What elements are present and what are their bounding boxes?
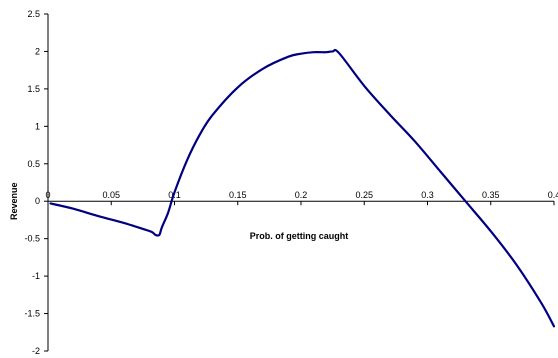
- series-layer: [49, 48, 556, 328]
- x-tick-label: 0.35: [482, 190, 500, 200]
- y-axis-ticks: -2 -1.5 -1 -0.5 0 0.5 1 1.5 2 2.5: [24, 9, 48, 356]
- y-tick-label: 1.5: [27, 84, 40, 94]
- y-tick-label: -2: [32, 346, 40, 356]
- y-tick-label: 0: [35, 196, 40, 206]
- y-axis-title: Revenue: [9, 182, 19, 220]
- x-tick-label: 0.05: [102, 190, 120, 200]
- x-tick-label: 0.15: [229, 190, 247, 200]
- y-tick-label: 2: [35, 46, 40, 56]
- x-tick-label: 0.3: [421, 190, 434, 200]
- y-tick-label: -1: [32, 271, 40, 281]
- y-tick-label: -0.5: [24, 234, 40, 244]
- x-tick-label: 0.4: [548, 190, 558, 200]
- y-tick-label: 0.5: [27, 159, 40, 169]
- y-tick-label: 2.5: [27, 9, 40, 19]
- series-line: [49, 48, 556, 328]
- x-tick-label: 0.25: [355, 190, 373, 200]
- x-axis-title: Prob. of getting caught: [250, 231, 349, 241]
- x-axis-ticks: 00.050.10.150.20.250.30.350.4: [45, 190, 558, 206]
- y-tick-label: -1.5: [24, 309, 40, 319]
- y-tick-label: 1: [35, 121, 40, 131]
- x-tick-label: 0.2: [295, 190, 308, 200]
